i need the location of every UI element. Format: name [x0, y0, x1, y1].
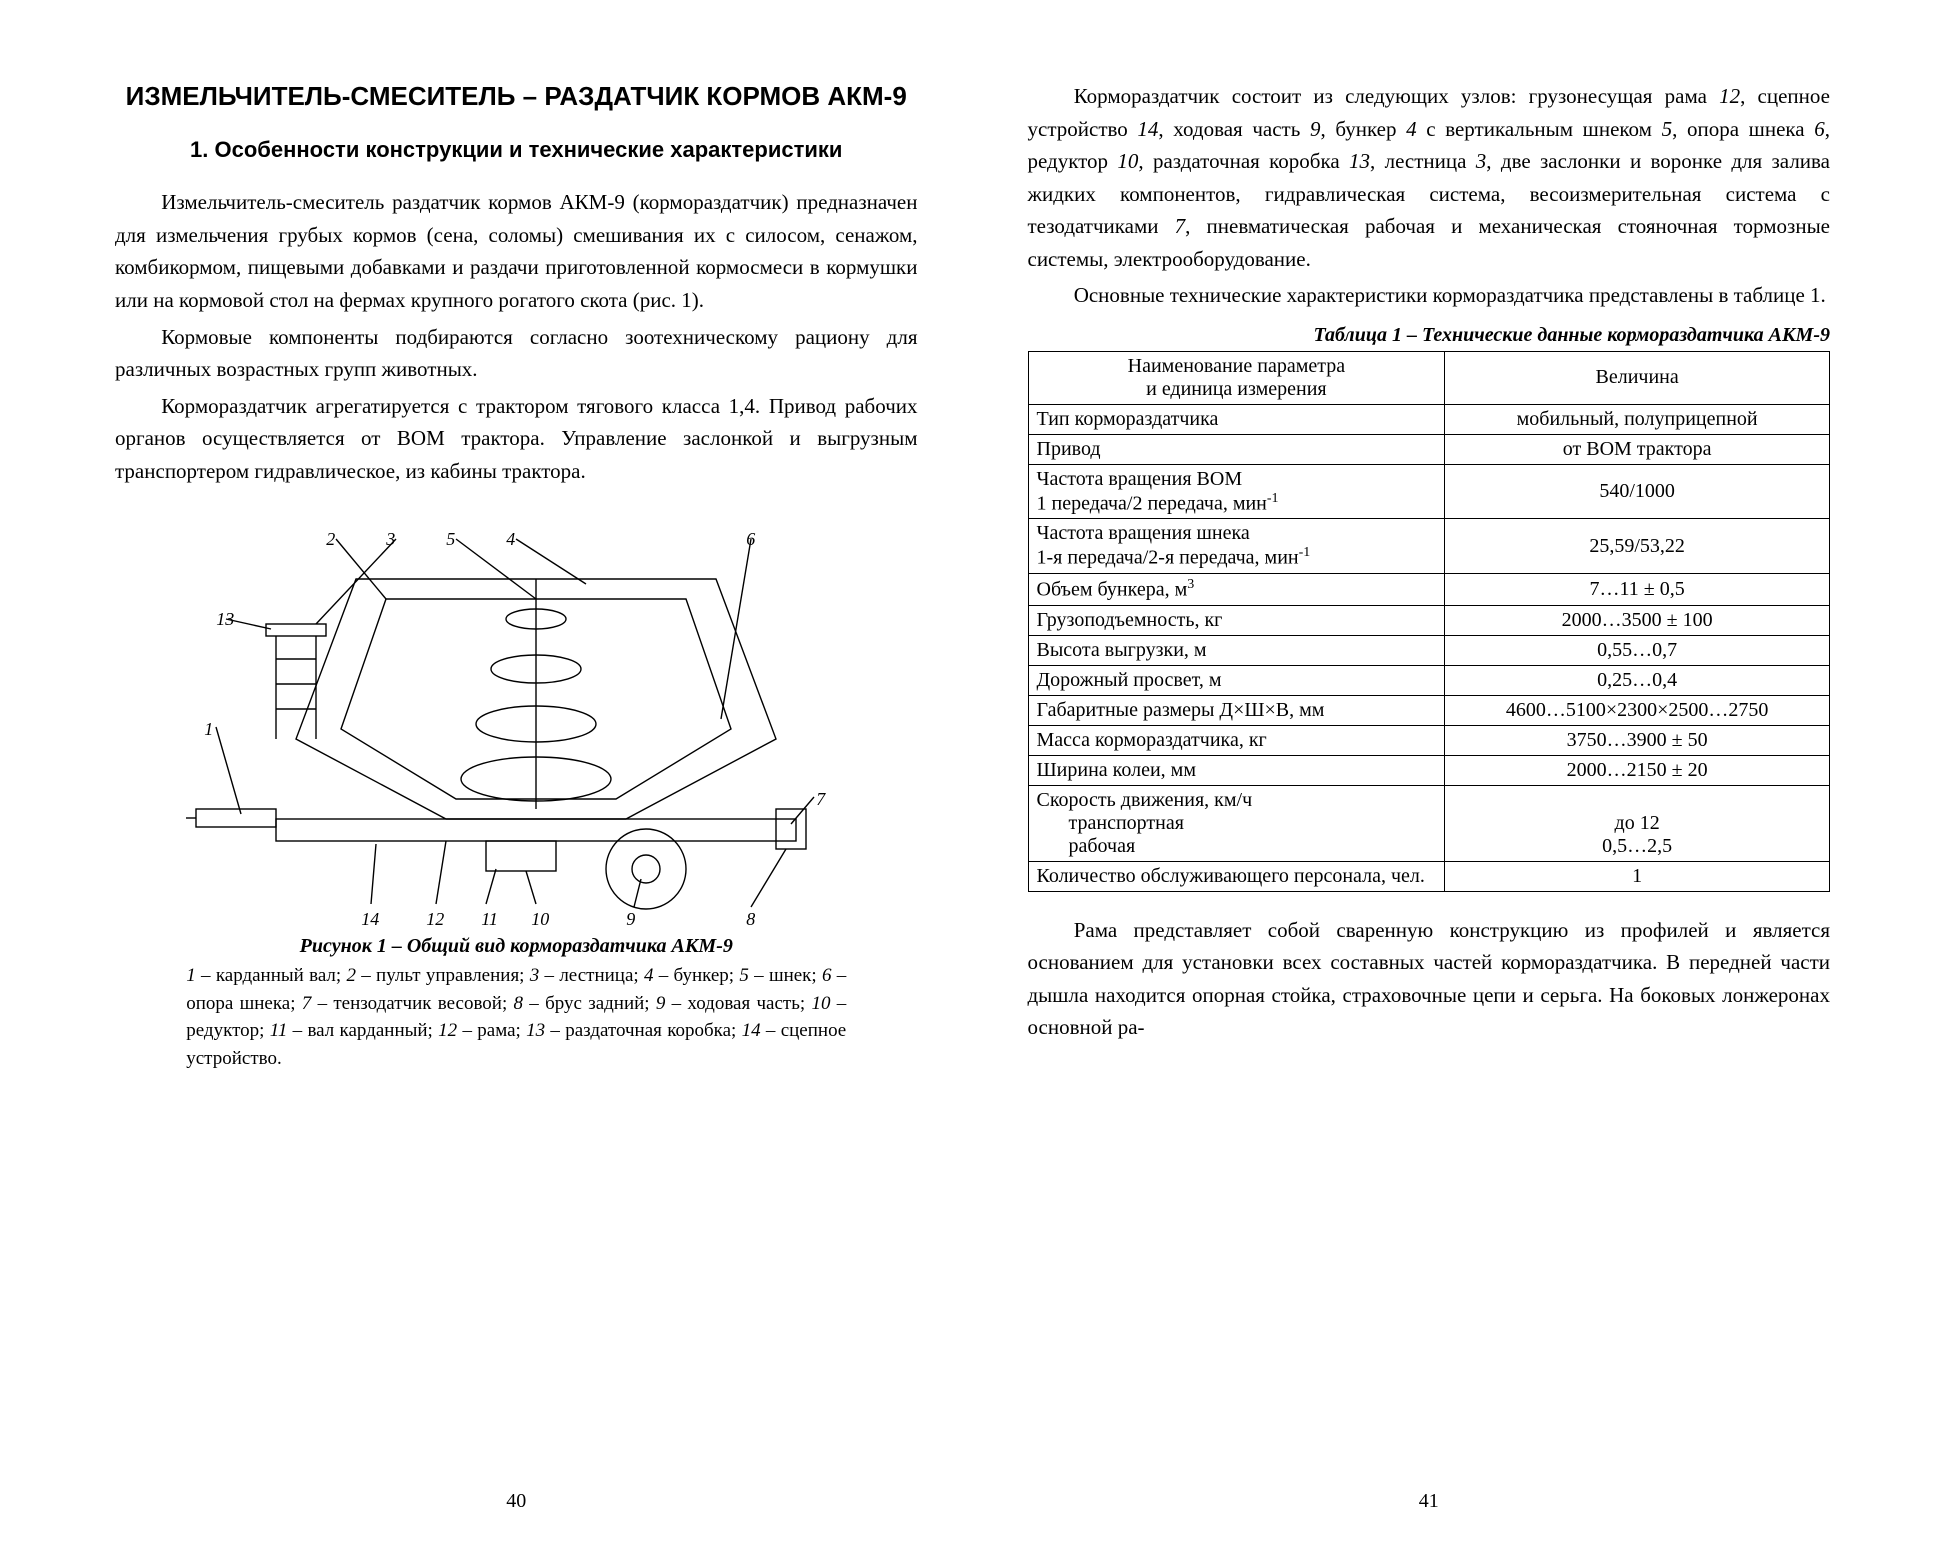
table-body: Тип кормораздатчикамобильный, полуприцеп…: [1028, 404, 1830, 891]
table-cell-param: Габаритные размеры Д×Ш×В, мм: [1028, 695, 1445, 725]
table-row: Частота вращения ВОМ1 передача/2 передач…: [1028, 464, 1830, 519]
table-row: Грузоподъемность, кг2000…3500 ± 100: [1028, 605, 1830, 635]
table-cell-param: Ширина колеи, мм: [1028, 755, 1445, 785]
figure-callout: 13: [216, 609, 234, 630]
table-row: Масса кормораздатчика, кг3750…3900 ± 50: [1028, 725, 1830, 755]
table-cell-value: 3750…3900 ± 50: [1445, 725, 1830, 755]
page-right: Кормораздатчик состоит из следующих узло…: [973, 80, 1886, 1513]
table-row: Ширина колеи, мм2000…2150 ± 20: [1028, 755, 1830, 785]
table-cell-param: Грузоподъемность, кг: [1028, 605, 1445, 635]
section-title: 1. Особенности конструкции и технические…: [115, 136, 918, 165]
table-cell-value: от ВОМ трактора: [1445, 434, 1830, 464]
table-row: Габаритные размеры Д×Ш×В, мм4600…5100×23…: [1028, 695, 1830, 725]
table-cell-value: 2000…3500 ± 100: [1445, 605, 1830, 635]
table-cell-param: Тип кормораздатчика: [1028, 404, 1445, 434]
table-cell-value: 4600…5100×2300×2500…2750: [1445, 695, 1830, 725]
table-cell-param: Дорожный просвет, м: [1028, 665, 1445, 695]
table-row: Частота вращения шнека1-я передача/2-я п…: [1028, 519, 1830, 574]
figure-callout: 4: [506, 529, 515, 550]
figure-callout: 2: [326, 529, 335, 550]
figure-callout: 1: [204, 719, 213, 740]
table-cell-value: 7…11 ± 0,5: [1445, 574, 1830, 606]
paragraph: Основные технические характеристики корм…: [1028, 279, 1831, 312]
table-cell-value: 25,59/53,22: [1445, 519, 1830, 574]
figure-callout: 9: [626, 909, 635, 930]
paragraph: Измельчитель-смеситель раздатчик кормов …: [115, 186, 918, 316]
table-cell-param: Скорость движения, км/чтранспортнаярабоч…: [1028, 785, 1445, 861]
table-cell-param: Количество обслуживающего персонала, чел…: [1028, 861, 1445, 891]
table-header-cell: Наименование параметраи единица измерени…: [1028, 351, 1445, 404]
table-cell-value: 0,25…0,4: [1445, 665, 1830, 695]
table-row: Дорожный просвет, м0,25…0,4: [1028, 665, 1830, 695]
figure-callout: 10: [531, 909, 549, 930]
page-number: 40: [115, 1466, 918, 1513]
page-number: 41: [1028, 1466, 1831, 1513]
table-row: Скорость движения, км/чтранспортнаярабоч…: [1028, 785, 1830, 861]
page-left: ИЗМЕЛЬЧИТЕЛЬ-СМЕСИТЕЛЬ – РАЗДАТЧИК КОРМО…: [60, 80, 973, 1513]
figure-drawing: 1234567891011121314: [186, 509, 846, 929]
figure-callout: 3: [386, 529, 395, 550]
table-header-cell: Величина: [1445, 351, 1830, 404]
figure-legend: 1 – карданный вал; 2 – пульт управления;…: [186, 962, 846, 1072]
paragraph: Кормораздатчик агрегатируется с тракторо…: [115, 390, 918, 488]
figure-callout: 5: [446, 529, 455, 550]
figure-callout: 14: [361, 909, 379, 930]
paragraph: Кормовые компоненты подбираются согласно…: [115, 321, 918, 386]
table-cell-param: Частота вращения ВОМ1 передача/2 передач…: [1028, 464, 1445, 519]
table-cell-param: Объем бункера, м3: [1028, 574, 1445, 606]
figure-callout: 7: [816, 789, 825, 810]
table-row: Высота выгрузки, м0,55…0,7: [1028, 635, 1830, 665]
figure-svg: [186, 509, 846, 929]
table-header-row: Наименование параметраи единица измерени…: [1028, 351, 1830, 404]
table-cell-value: 1: [1445, 861, 1830, 891]
paragraph: Кормораздатчик состоит из следующих узло…: [1028, 80, 1831, 275]
table-cell-value: 2000…2150 ± 20: [1445, 755, 1830, 785]
figure-callout: 6: [746, 529, 755, 550]
paragraph: Рама представляет собой сваренную констр…: [1028, 914, 1831, 1044]
main-title: ИЗМЕЛЬЧИТЕЛЬ-СМЕСИТЕЛЬ – РАЗДАТЧИК КОРМО…: [115, 80, 918, 114]
table-cell-param: Частота вращения шнека1-я передача/2-я п…: [1028, 519, 1445, 574]
figure-callout: 8: [746, 909, 755, 930]
figure-callout: 11: [481, 909, 498, 930]
figure-1: 1234567891011121314 Рисунок 1 – Общий ви…: [186, 509, 846, 1072]
table-cell-value: 0,55…0,7: [1445, 635, 1830, 665]
table-cell-value: 540/1000: [1445, 464, 1830, 519]
table-caption: Таблица 1 – Технические данные корморазд…: [1028, 324, 1831, 347]
table-row: Количество обслуживающего персонала, чел…: [1028, 861, 1830, 891]
spec-table: Наименование параметраи единица измерени…: [1028, 351, 1831, 892]
table-row: Тип кормораздатчикамобильный, полуприцеп…: [1028, 404, 1830, 434]
table-cell-param: Высота выгрузки, м: [1028, 635, 1445, 665]
figure-caption: Рисунок 1 – Общий вид кормораздатчика АК…: [186, 935, 846, 958]
table-row: Приводот ВОМ трактора: [1028, 434, 1830, 464]
table-row: Объем бункера, м37…11 ± 0,5: [1028, 574, 1830, 606]
table-cell-value: до 120,5…2,5: [1445, 785, 1830, 861]
table-cell-param: Привод: [1028, 434, 1445, 464]
table-cell-param: Масса кормораздатчика, кг: [1028, 725, 1445, 755]
figure-callout: 12: [426, 909, 444, 930]
table-cell-value: мобильный, полуприцепной: [1445, 404, 1830, 434]
page-spread: ИЗМЕЛЬЧИТЕЛЬ-СМЕСИТЕЛЬ – РАЗДАТЧИК КОРМО…: [0, 0, 1945, 1553]
